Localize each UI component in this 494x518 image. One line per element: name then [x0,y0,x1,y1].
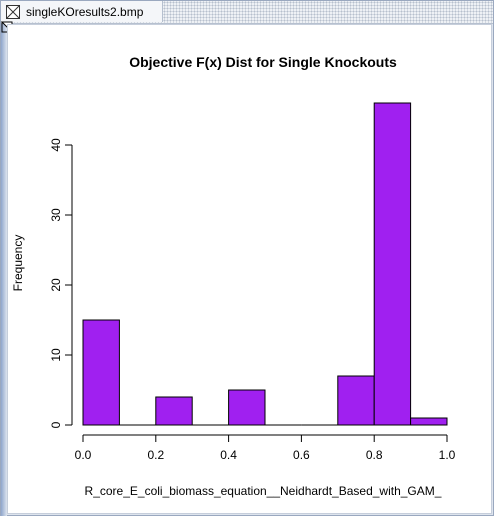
x-tick-label: 0.6 [293,448,310,462]
x-tick-label: 0.4 [220,448,237,462]
histogram-bar [228,389,266,426]
y-tick-label: 0 [49,421,63,428]
image-canvas: Objective F(x) Dist for Single Knockouts… [7,24,492,514]
histogram-bar [337,375,375,426]
y-axis: 0 10 20 30 40 [49,138,73,428]
histogram-bar [373,102,412,426]
histogram-chart: Objective F(x) Dist for Single Knockouts… [11,54,456,498]
chart-title: Objective F(x) Dist for Single Knockouts [129,54,397,70]
y-tick-label: 40 [49,138,63,152]
window-titlebar: singleKOresults2.bmp [1,1,493,24]
histogram-bar [82,319,120,426]
histogram-bar [410,417,448,426]
x-tick-label: 0.0 [75,448,92,462]
document-tab[interactable]: singleKOresults2.bmp [1,1,163,22]
x-tick-label: 0.8 [366,448,383,462]
x-axis: 0.0 0.2 0.4 0.6 0.8 1.0 [75,434,456,462]
y-tick-label: 10 [49,348,63,362]
tab-title: singleKOresults2.bmp [26,4,144,19]
x-axis-label: R_core_E_coli_biomass_equation__Neidhard… [85,484,442,498]
left-border-strip [1,24,7,516]
x-tick-label: 0.2 [147,448,164,462]
x-tick-label: 1.0 [439,448,456,462]
bar-group [82,102,448,426]
y-axis-label: Frequency [11,235,25,292]
image-file-icon [5,4,21,20]
histogram-bar [155,396,193,426]
y-tick-label: 20 [49,278,63,292]
y-tick-label: 30 [49,208,63,222]
